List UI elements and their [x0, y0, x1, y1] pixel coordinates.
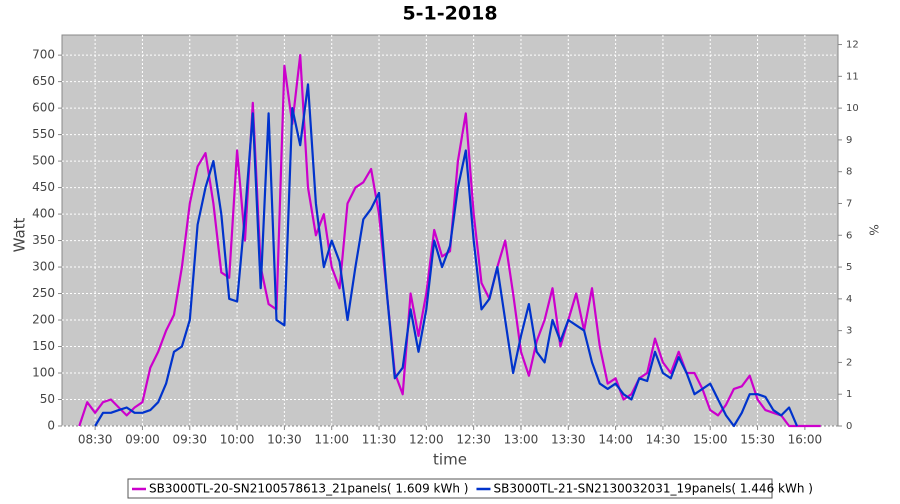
y2-tick-label: 11 — [846, 71, 859, 82]
y-tick-label: 100 — [32, 366, 55, 380]
y-tick-label: 450 — [32, 180, 55, 194]
y2-tick-label: 1 — [846, 389, 852, 400]
x-tick-label: 10:00 — [220, 433, 255, 447]
y-tick-label: 300 — [32, 260, 55, 274]
y-tick-label: 600 — [32, 101, 55, 115]
y-tick-label: 650 — [32, 74, 55, 88]
y2-tick-label: 5 — [846, 262, 852, 273]
y-tick-label: 50 — [40, 392, 55, 406]
x-tick-label: 14:30 — [646, 433, 681, 447]
x-tick-label: 12:30 — [456, 433, 491, 447]
x-tick-label: 11:00 — [314, 433, 349, 447]
y2-tick-label: 0 — [846, 421, 852, 432]
x-tick-label: 15:30 — [740, 433, 775, 447]
y-tick-label: 500 — [32, 154, 55, 168]
plot-area — [61, 34, 839, 427]
y-tick-label: 0 — [47, 419, 55, 433]
y-tick-label: 700 — [32, 48, 55, 62]
x-tick-label: 16:00 — [788, 433, 823, 447]
x-tick-label: 11:30 — [362, 433, 397, 447]
legend — [127, 478, 773, 499]
chart-title: 5-1-2018 — [402, 3, 497, 25]
y2-tick-label: 3 — [846, 326, 852, 337]
y-tick-label: 550 — [32, 127, 55, 141]
y2-axis-label: % — [867, 224, 881, 235]
x-tick-label: 13:30 — [551, 433, 586, 447]
x-tick-label: 10:30 — [267, 433, 302, 447]
x-tick-label: 14:00 — [598, 433, 633, 447]
x-tick-label: 13:00 — [504, 433, 539, 447]
x-tick-label: 09:00 — [125, 433, 160, 447]
series-line — [78, 53, 821, 428]
y-tick-label: 200 — [32, 313, 55, 327]
y2-tick-label: 4 — [846, 294, 852, 305]
x-tick-label: 12:00 — [409, 433, 444, 447]
y-axis-label: Watt — [11, 217, 29, 252]
y2-tick-label: 7 — [846, 198, 852, 209]
x-axis-label: time — [433, 451, 467, 469]
y2-tick-label: 8 — [846, 167, 852, 178]
y-tick-label: 250 — [32, 286, 55, 300]
y-tick-label: 350 — [32, 233, 55, 247]
series-line — [94, 83, 799, 428]
y2-tick-label: 9 — [846, 135, 852, 146]
x-tick-label: 09:30 — [172, 433, 207, 447]
y-tick-label: 400 — [32, 207, 55, 221]
y2-tick-label: 12 — [846, 40, 859, 51]
y-tick-label: 150 — [32, 339, 55, 353]
y2-tick-label: 2 — [846, 357, 852, 368]
x-tick-label: 08:30 — [78, 433, 113, 447]
legend-label: SB3000TL-21-SN2130032031_19panels( 1.446… — [493, 482, 812, 496]
legend-label: SB3000TL-20-SN2100578613_21panels( 1.609… — [149, 482, 468, 496]
x-tick-label: 15:00 — [693, 433, 728, 447]
y2-tick-label: 10 — [846, 103, 859, 114]
y2-tick-label: 6 — [846, 230, 852, 241]
